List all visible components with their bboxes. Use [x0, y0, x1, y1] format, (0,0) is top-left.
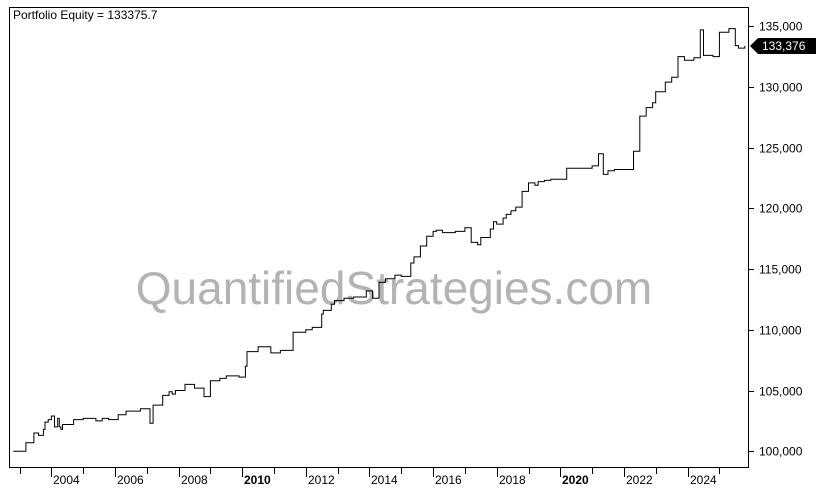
x-tick-label: 2020 [562, 473, 589, 487]
x-tick-label: 2024 [690, 473, 717, 487]
y-tick-label: 115,000 [759, 263, 802, 277]
x-axis-ticks: 2004 2006 2008 2010 2012 2014 2016 2018 2020 2022… [20, 467, 720, 487]
last-value-label: 133,376 [762, 39, 806, 53]
x-tick-label: 2008 [181, 473, 208, 487]
y-tick-label: 100,000 [759, 445, 803, 459]
y-tick-label: 130,000 [759, 81, 803, 95]
y-tick-label: 120,000 [759, 202, 803, 216]
y-tick-label: 125,000 [759, 142, 803, 156]
equity-series-line [13, 28, 746, 452]
x-tick-label: 2006 [117, 473, 144, 487]
x-tick-label: 2014 [371, 473, 398, 487]
x-tick-label: 2012 [308, 473, 335, 487]
y-tick-label: 105,000 [759, 385, 803, 399]
x-tick-label: 2018 [499, 473, 526, 487]
x-tick-label: 2004 [53, 473, 80, 487]
chart-title: Portfolio Equity = 133375.7 [13, 8, 158, 22]
y-tick-label: 110,000 [759, 324, 802, 338]
x-tick-label: 2016 [435, 473, 462, 487]
last-value-marker: 133,376 [750, 37, 816, 54]
y-axis-ticks: 100,000 105,000 110,000 115,000 120,000 125,0… [748, 20, 803, 459]
x-tick-label: 2022 [626, 473, 653, 487]
x-tick-label: 2010 [244, 473, 271, 487]
last-value-badge [750, 37, 816, 54]
y-tick-label: 135,000 [759, 20, 803, 34]
watermark-text: QuantifiedStrategies.com [136, 262, 653, 314]
